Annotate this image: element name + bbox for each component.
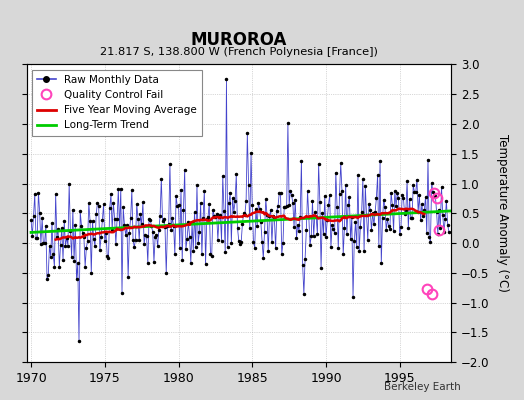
Text: 21.817 S, 138.800 W (French Polynesia [France]): 21.817 S, 138.800 W (French Polynesia [F… — [100, 47, 378, 57]
Text: Berkeley Earth: Berkeley Earth — [385, 382, 461, 392]
Y-axis label: Temperature Anomaly (°C): Temperature Anomaly (°C) — [496, 134, 509, 292]
Legend: Raw Monthly Data, Quality Control Fail, Five Year Moving Average, Long-Term Tren: Raw Monthly Data, Quality Control Fail, … — [32, 70, 202, 136]
Title: MUROROA: MUROROA — [191, 31, 287, 49]
